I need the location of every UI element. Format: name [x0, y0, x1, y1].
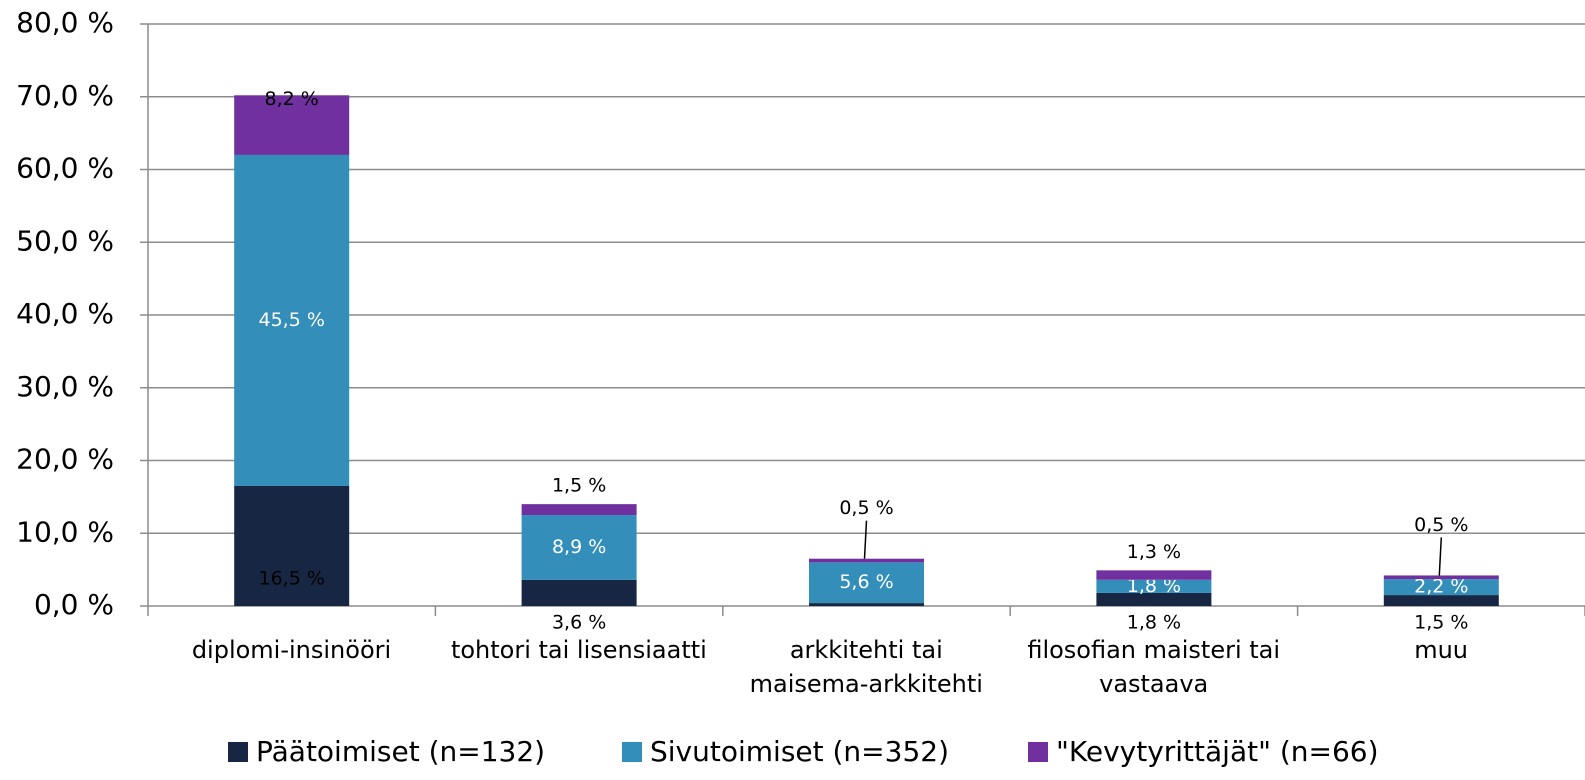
- y-tick-label: 70,0 %: [16, 79, 114, 112]
- x-tick-label: filosofian maisteri tai vastaava: [1027, 636, 1281, 698]
- data-label: 1,8 %: [1127, 575, 1181, 597]
- bar-segment: [809, 558, 924, 563]
- data-label: 0,5 %: [1414, 514, 1468, 536]
- data-label: 1,8 %: [1127, 612, 1181, 634]
- legend-label: Päätoimiset (n=132): [256, 735, 545, 768]
- y-tick-label: 20,0 %: [16, 443, 114, 476]
- bar-segment: [521, 579, 637, 606]
- legend-label: Sivutoimiset (n=352): [650, 735, 949, 768]
- data-label: 8,2 %: [265, 88, 319, 110]
- y-tick-label: 0,0 %: [34, 588, 114, 621]
- legend-label: "Kevytyrittäjät" (n=66): [1056, 735, 1379, 768]
- y-tick-label: 50,0 %: [16, 224, 114, 257]
- bar-segment: [1383, 575, 1499, 580]
- y-tick-label: 30,0 %: [16, 370, 114, 403]
- bar-segment: [1096, 579, 1212, 593]
- data-label: 16,5 %: [258, 568, 324, 590]
- bar-segment: [809, 562, 924, 604]
- bar-segment: [234, 485, 350, 606]
- data-label: 3,6 %: [552, 612, 606, 634]
- bar-segment: [1383, 595, 1499, 606]
- leader-line: [1438, 537, 1443, 576]
- data-label: 1,3 %: [1127, 541, 1181, 563]
- data-label: 5,6 %: [839, 571, 893, 593]
- bar-segment: [1096, 592, 1212, 606]
- x-tick-label: tohtori tai lisensiaatti: [450, 636, 707, 664]
- bar-segment: [1096, 570, 1212, 580]
- data-label: 1,5 %: [1414, 612, 1468, 634]
- data-label: 0,5 %: [839, 497, 893, 519]
- data-label: 8,9 %: [552, 536, 606, 558]
- leader-line: [863, 520, 868, 559]
- x-tick-label: diplomi-insinööri: [191, 636, 392, 664]
- bar-segment: [234, 95, 350, 155]
- x-tick-label: arkkitehti tai maisema-arkkitehti: [749, 636, 983, 698]
- legend-swatch: [1028, 742, 1048, 762]
- bar-segment: [234, 154, 350, 486]
- legend-swatch: [228, 742, 248, 762]
- y-tick-label: 40,0 %: [16, 297, 114, 330]
- bar-segment: [1383, 579, 1499, 596]
- bar-segment: [809, 603, 924, 606]
- data-label: 1,5 %: [552, 475, 606, 497]
- y-tick-label: 10,0 %: [16, 515, 114, 548]
- y-tick-label: 80,0 %: [16, 6, 114, 39]
- x-tick-label: muu: [1414, 636, 1468, 664]
- bar-segment: [521, 504, 637, 516]
- bar-segment: [521, 515, 637, 580]
- data-label: 45,5 %: [258, 309, 324, 331]
- y-tick-label: 60,0 %: [16, 152, 114, 185]
- data-label: 2,2 %: [1414, 576, 1468, 598]
- legend-swatch: [622, 742, 642, 762]
